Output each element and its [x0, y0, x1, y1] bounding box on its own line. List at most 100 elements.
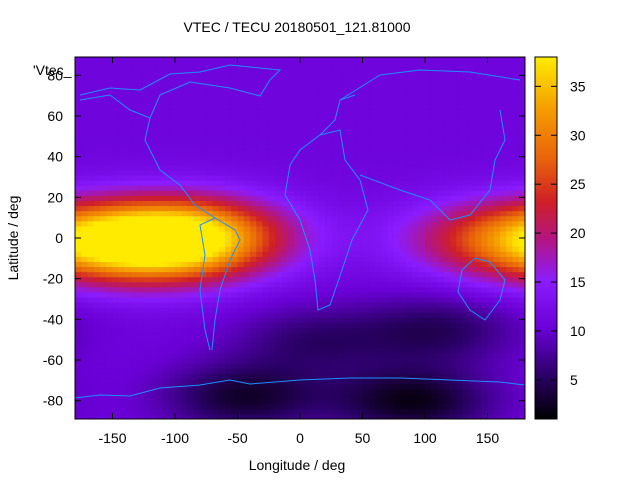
heatmap-cell: [418, 332, 426, 339]
heatmap-cell: [237, 373, 245, 379]
heatmap-cell: [337, 246, 345, 252]
heatmap-cell: [293, 195, 301, 201]
heatmap-cell: [456, 286, 464, 293]
heatmap-cell: [487, 276, 495, 283]
heatmap-cell: [262, 403, 270, 410]
heatmap-cell: [287, 266, 295, 273]
heatmap-cell: [381, 383, 389, 390]
heatmap-cell: [125, 103, 132, 110]
heatmap-cell: [287, 281, 295, 288]
heatmap-cell: [162, 88, 170, 95]
heatmap-cell: [300, 190, 307, 196]
heatmap-cell: [75, 332, 82, 339]
heatmap-cell: [212, 78, 220, 85]
heatmap-cell: [306, 256, 314, 262]
heatmap-cell: [187, 357, 195, 364]
heatmap-cell: [131, 98, 139, 105]
heatmap-cell: [400, 378, 407, 385]
heatmap-cell: [350, 256, 357, 262]
heatmap-cell: [406, 73, 414, 79]
heatmap-cell: [425, 296, 432, 303]
heatmap-cell: [400, 200, 407, 207]
heatmap-cell: [431, 266, 439, 273]
heatmap-cell: [368, 220, 376, 227]
heatmap-cell: [418, 164, 426, 171]
heatmap-cell: [168, 261, 176, 268]
heatmap-cell: [87, 210, 95, 217]
heatmap-cell: [343, 63, 351, 69]
heatmap-cell: [275, 58, 282, 64]
heatmap-cell: [106, 337, 114, 344]
heatmap-cell: [443, 271, 451, 278]
heatmap-cell: [375, 357, 382, 364]
heatmap-cell: [156, 291, 164, 298]
heatmap-cell: [87, 113, 95, 120]
heatmap-cell: [87, 124, 95, 130]
heatmap-cell: [131, 302, 139, 308]
heatmap-cell: [250, 357, 257, 364]
heatmap-cell: [75, 185, 82, 191]
heatmap-cell: [93, 291, 101, 298]
heatmap-cell: [93, 281, 101, 288]
heatmap-cell: [93, 332, 101, 339]
heatmap-cell: [131, 363, 139, 369]
heatmap-cell: [450, 174, 457, 181]
heatmap-cell: [150, 200, 157, 207]
heatmap-cell: [375, 124, 382, 130]
heatmap-cell: [318, 368, 326, 374]
heatmap-cell: [325, 129, 332, 135]
heatmap-cell: [112, 190, 120, 196]
heatmap-cell: [337, 307, 345, 313]
heatmap-cell: [462, 200, 470, 207]
heatmap-cell: [412, 129, 420, 135]
heatmap-cell: [387, 225, 395, 232]
heatmap-cell: [331, 408, 339, 415]
heatmap-cell: [312, 57, 320, 59]
heatmap-cell: [168, 129, 176, 135]
heatmap-cell: [206, 337, 214, 344]
heatmap-cell: [325, 215, 332, 222]
heatmap-cell: [343, 281, 351, 288]
heatmap-cell: [331, 276, 339, 283]
heatmap-cell: [168, 98, 176, 105]
heatmap-cell: [243, 408, 251, 415]
heatmap-cell: [287, 190, 295, 196]
heatmap-cell: [143, 393, 151, 400]
heatmap-cell: [343, 368, 351, 374]
heatmap-cell: [193, 373, 201, 379]
heatmap-cell: [125, 302, 132, 308]
heatmap-cell: [368, 195, 376, 201]
heatmap-cell: [193, 190, 201, 196]
heatmap-cell: [87, 164, 95, 171]
heatmap-cell: [287, 256, 295, 262]
heatmap-cell: [293, 251, 301, 257]
heatmap-cell: [387, 58, 395, 64]
heatmap-cell: [493, 210, 501, 217]
heatmap-cell: [281, 322, 289, 329]
heatmap-cell: [487, 88, 495, 95]
heatmap-cell: [425, 210, 432, 217]
heatmap-cell: [143, 235, 151, 242]
heatmap-cell: [162, 119, 170, 125]
heatmap-cell: [331, 317, 339, 323]
heatmap-cell: [206, 266, 214, 273]
heatmap-cell: [87, 378, 95, 385]
heatmap-cell: [337, 159, 345, 166]
heatmap-cell: [487, 139, 495, 146]
heatmap-cell: [112, 312, 120, 318]
heatmap-cell: [368, 302, 376, 308]
heatmap-cell: [412, 230, 420, 237]
heatmap-cell: [368, 124, 376, 130]
heatmap-cell: [493, 108, 501, 115]
heatmap-cell: [200, 119, 207, 125]
heatmap-cell: [156, 246, 164, 252]
heatmap-cell: [137, 205, 145, 212]
heatmap-cell: [243, 205, 251, 212]
heatmap-cell: [356, 124, 364, 130]
heatmap-cell: [368, 388, 376, 395]
heatmap-cell: [387, 78, 395, 85]
heatmap-cell: [243, 256, 251, 262]
heatmap-cell: [468, 286, 476, 293]
heatmap-cell: [481, 235, 489, 242]
heatmap-cell: [356, 307, 364, 313]
